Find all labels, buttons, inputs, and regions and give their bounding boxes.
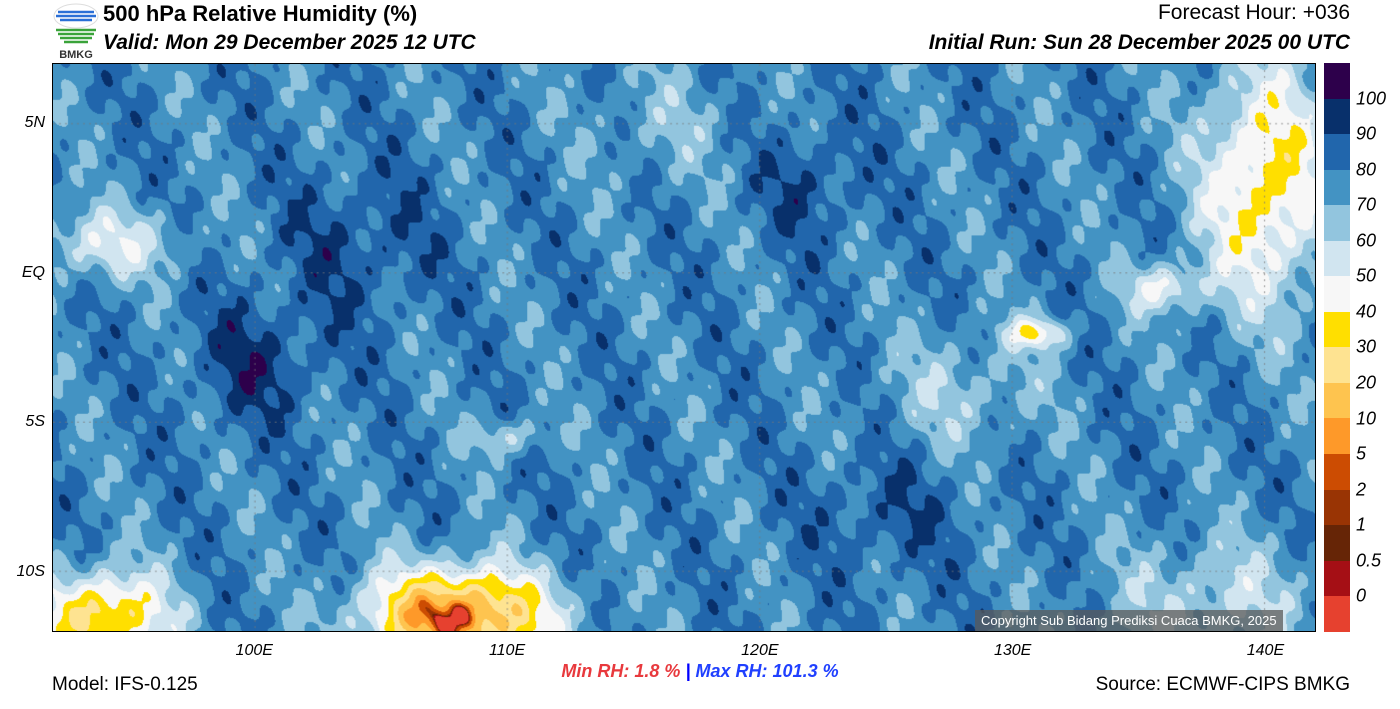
- colorbar-swatch: [1324, 276, 1350, 312]
- colorbar: [1324, 63, 1350, 632]
- colorbar-swatch: [1324, 560, 1350, 597]
- lon-label: 110E: [488, 642, 526, 659]
- rh-stats: Min RH: 1.8 % | Max RH: 101.3 %: [0, 661, 1400, 682]
- source-label: Source: ECMWF-CIPS BMKG: [1095, 674, 1350, 695]
- humidity-map: [52, 63, 1316, 632]
- colorbar-label: 0: [1356, 585, 1367, 606]
- lon-label: 130E: [993, 642, 1032, 659]
- bmkg-logo: BMKG: [53, 3, 99, 60]
- colorbar-swatch: [1324, 382, 1350, 419]
- colorbar-label: 2: [1356, 479, 1367, 500]
- colorbar-label: 0.5: [1356, 550, 1382, 571]
- colorbar-label: 90: [1356, 123, 1377, 144]
- colorbar-swatch: [1324, 347, 1350, 383]
- colorbar-swatch: [1324, 98, 1350, 135]
- colorbar-swatch: [1324, 169, 1350, 206]
- model-label: Model: IFS-0.125: [52, 674, 198, 695]
- page-title: 500 hPa Relative Humidity (%): [103, 1, 418, 26]
- colorbar-swatch: [1324, 311, 1350, 348]
- colorbar-swatch: [1324, 240, 1350, 277]
- max-rh-label: Max RH:: [695, 661, 768, 681]
- lon-label: 140E: [1246, 642, 1285, 659]
- copyright: Copyright Sub Bidang Prediksi Cuaca BMKG…: [975, 610, 1283, 631]
- colorbar-swatch: [1324, 596, 1350, 632]
- initial-run: Initial Run: Sun 28 December 2025 00 UTC: [928, 31, 1350, 54]
- colorbar-swatch: [1324, 63, 1350, 99]
- lat-label: EQ: [21, 263, 45, 281]
- min-rh-label: Min RH:: [561, 661, 630, 681]
- lat-label: 10S: [16, 563, 45, 581]
- lat-label: 5N: [24, 113, 45, 131]
- colorbar-swatch: [1324, 489, 1350, 526]
- colorbar-label: 70: [1356, 194, 1377, 215]
- colorbar-label: 60: [1356, 230, 1377, 251]
- colorbar-swatch: [1324, 134, 1350, 170]
- colorbar-label: 1: [1356, 514, 1367, 535]
- valid-time: Valid: Mon 29 December 2025 12 UTC: [103, 31, 476, 54]
- colorbar-label: 30: [1356, 336, 1377, 357]
- max-rh-value: 101.3 %: [772, 661, 839, 681]
- colorbar-swatch: [1324, 418, 1350, 455]
- colorbar-label: 100: [1356, 88, 1387, 109]
- colorbar-label: 50: [1356, 265, 1377, 286]
- logo-text: BMKG: [59, 49, 93, 60]
- colorbar-label: 10: [1356, 408, 1377, 429]
- colorbar-swatch: [1324, 205, 1350, 241]
- colorbar-label: 40: [1356, 301, 1377, 322]
- colorbar-label: 80: [1356, 159, 1377, 180]
- separator: |: [685, 661, 691, 681]
- forecast-hour: Forecast Hour: +036: [1157, 1, 1350, 24]
- min-rh-value: 1.8 %: [634, 661, 681, 681]
- lon-label: 120E: [741, 642, 779, 659]
- colorbar-swatch: [1324, 525, 1350, 561]
- colorbar-label: 20: [1356, 372, 1377, 393]
- colorbar-swatch: [1324, 454, 1350, 490]
- colorbar-label: 5: [1356, 443, 1367, 464]
- lon-label: 100E: [235, 642, 273, 659]
- lat-label: 5S: [25, 413, 45, 431]
